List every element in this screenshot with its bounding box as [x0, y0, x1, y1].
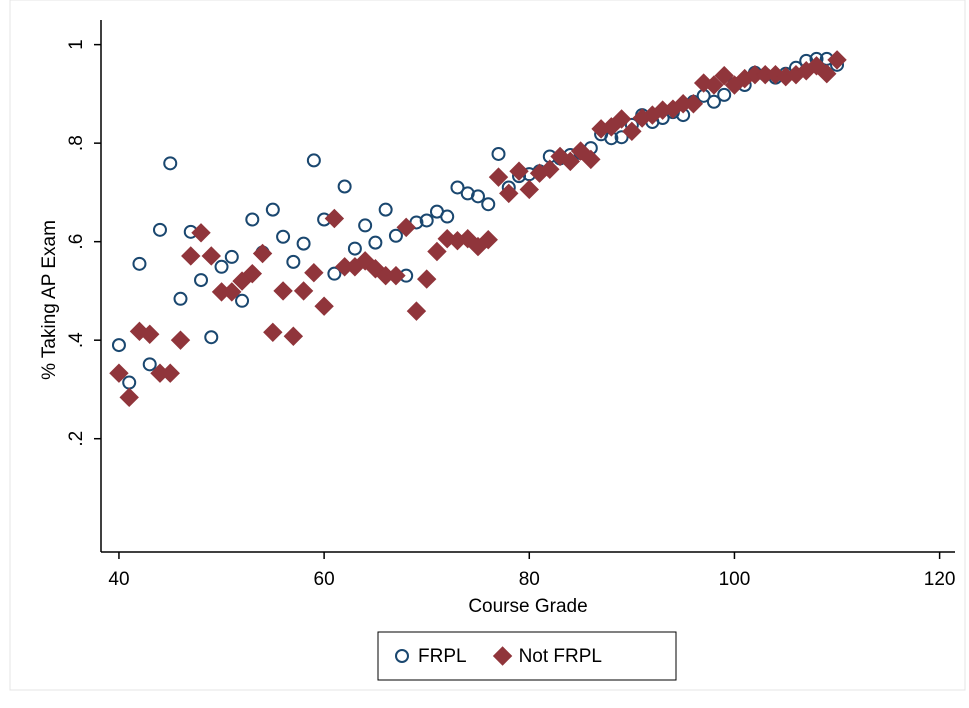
- data-point: [235, 293, 250, 308]
- data-point: [327, 266, 342, 281]
- legend-label: Not FRPL: [519, 646, 602, 667]
- legend: FRPL Not FRPL: [377, 631, 677, 681]
- data-point: [263, 322, 283, 343]
- data-point: [419, 213, 434, 228]
- data-point: [140, 324, 160, 344]
- data-point: [388, 228, 403, 243]
- data-point: [378, 202, 393, 217]
- legend-marker: [395, 649, 409, 663]
- data-point: [191, 223, 211, 243]
- legend-label: FRPL: [418, 646, 467, 667]
- data-point: [827, 50, 847, 70]
- data-point: [704, 75, 724, 95]
- y-tick-label: 1: [66, 39, 87, 50]
- x-axis-title: Course Grade: [468, 596, 587, 617]
- y-tick-label: .4: [66, 332, 87, 348]
- x-tick-label: 60: [314, 569, 335, 590]
- data-point: [488, 167, 509, 187]
- data-point: [440, 209, 455, 224]
- data-point: [706, 94, 721, 109]
- data-point: [286, 254, 301, 269]
- data-point: [314, 296, 334, 316]
- data-point: [499, 183, 519, 204]
- data-point: [273, 281, 293, 301]
- data-point: [245, 212, 260, 227]
- data-point: [142, 357, 157, 372]
- data-point: [242, 263, 263, 284]
- data-point: [152, 222, 167, 237]
- data-point: [622, 121, 642, 142]
- data-point: [132, 256, 147, 271]
- data-point: [519, 179, 539, 200]
- data-point: [201, 246, 221, 266]
- data-point: [222, 282, 242, 302]
- data-point: [450, 180, 465, 195]
- data-point: [119, 387, 139, 408]
- x-tick-label: 100: [719, 569, 751, 590]
- data-point: [170, 330, 191, 350]
- y-tick-label: .8: [66, 135, 87, 151]
- x-tick-label: 40: [108, 569, 129, 590]
- data-point: [224, 249, 239, 264]
- data-point: [129, 321, 150, 342]
- data-point: [406, 301, 427, 321]
- data-point: [293, 281, 314, 301]
- frame: [9, 0, 966, 691]
- data-point: [304, 262, 324, 283]
- y-axis-title: % Taking AP Exam: [39, 220, 60, 380]
- data-point: [173, 291, 188, 306]
- data-point: [509, 161, 529, 181]
- data-point: [560, 151, 581, 172]
- data-point: [478, 229, 498, 250]
- data-point: [204, 330, 219, 345]
- data-point: [817, 63, 837, 84]
- data-point: [283, 326, 304, 346]
- data-point: [163, 156, 178, 171]
- data-point: [481, 197, 496, 212]
- data-point: [396, 217, 416, 238]
- data-point: [306, 153, 321, 168]
- y-tick-label: .2: [66, 431, 87, 447]
- data-point: [416, 269, 437, 289]
- data-point: [581, 149, 601, 170]
- data-point: [714, 65, 734, 86]
- data-point: [358, 218, 373, 233]
- data-point: [427, 241, 447, 262]
- data-point: [355, 251, 375, 271]
- data-point: [570, 141, 591, 161]
- data-point: [111, 338, 126, 353]
- data-point: [491, 146, 506, 161]
- data-point: [614, 130, 629, 145]
- data-point: [214, 259, 229, 274]
- legend-marker: [492, 646, 513, 666]
- data-point: [540, 159, 560, 179]
- data-point: [611, 109, 632, 129]
- x-tick-label: 80: [519, 569, 540, 590]
- x-tick-label: 120: [924, 569, 956, 590]
- data-point: [181, 246, 201, 266]
- data-point: [109, 363, 129, 383]
- data-point: [347, 241, 362, 256]
- y-tick-label: .6: [66, 234, 87, 250]
- data-point: [194, 273, 209, 288]
- data-point: [470, 189, 485, 204]
- data-point: [717, 87, 732, 102]
- data-point: [324, 208, 345, 229]
- data-point: [252, 243, 273, 264]
- data-point: [368, 235, 383, 250]
- data-point: [296, 236, 311, 251]
- data-point: [386, 265, 406, 286]
- data-point: [276, 229, 291, 244]
- data-point: [683, 94, 704, 114]
- data-point: [265, 202, 280, 217]
- data-point: [160, 363, 180, 383]
- data-point: [458, 229, 478, 249]
- legend-box: [377, 631, 677, 681]
- data-point: [337, 179, 352, 194]
